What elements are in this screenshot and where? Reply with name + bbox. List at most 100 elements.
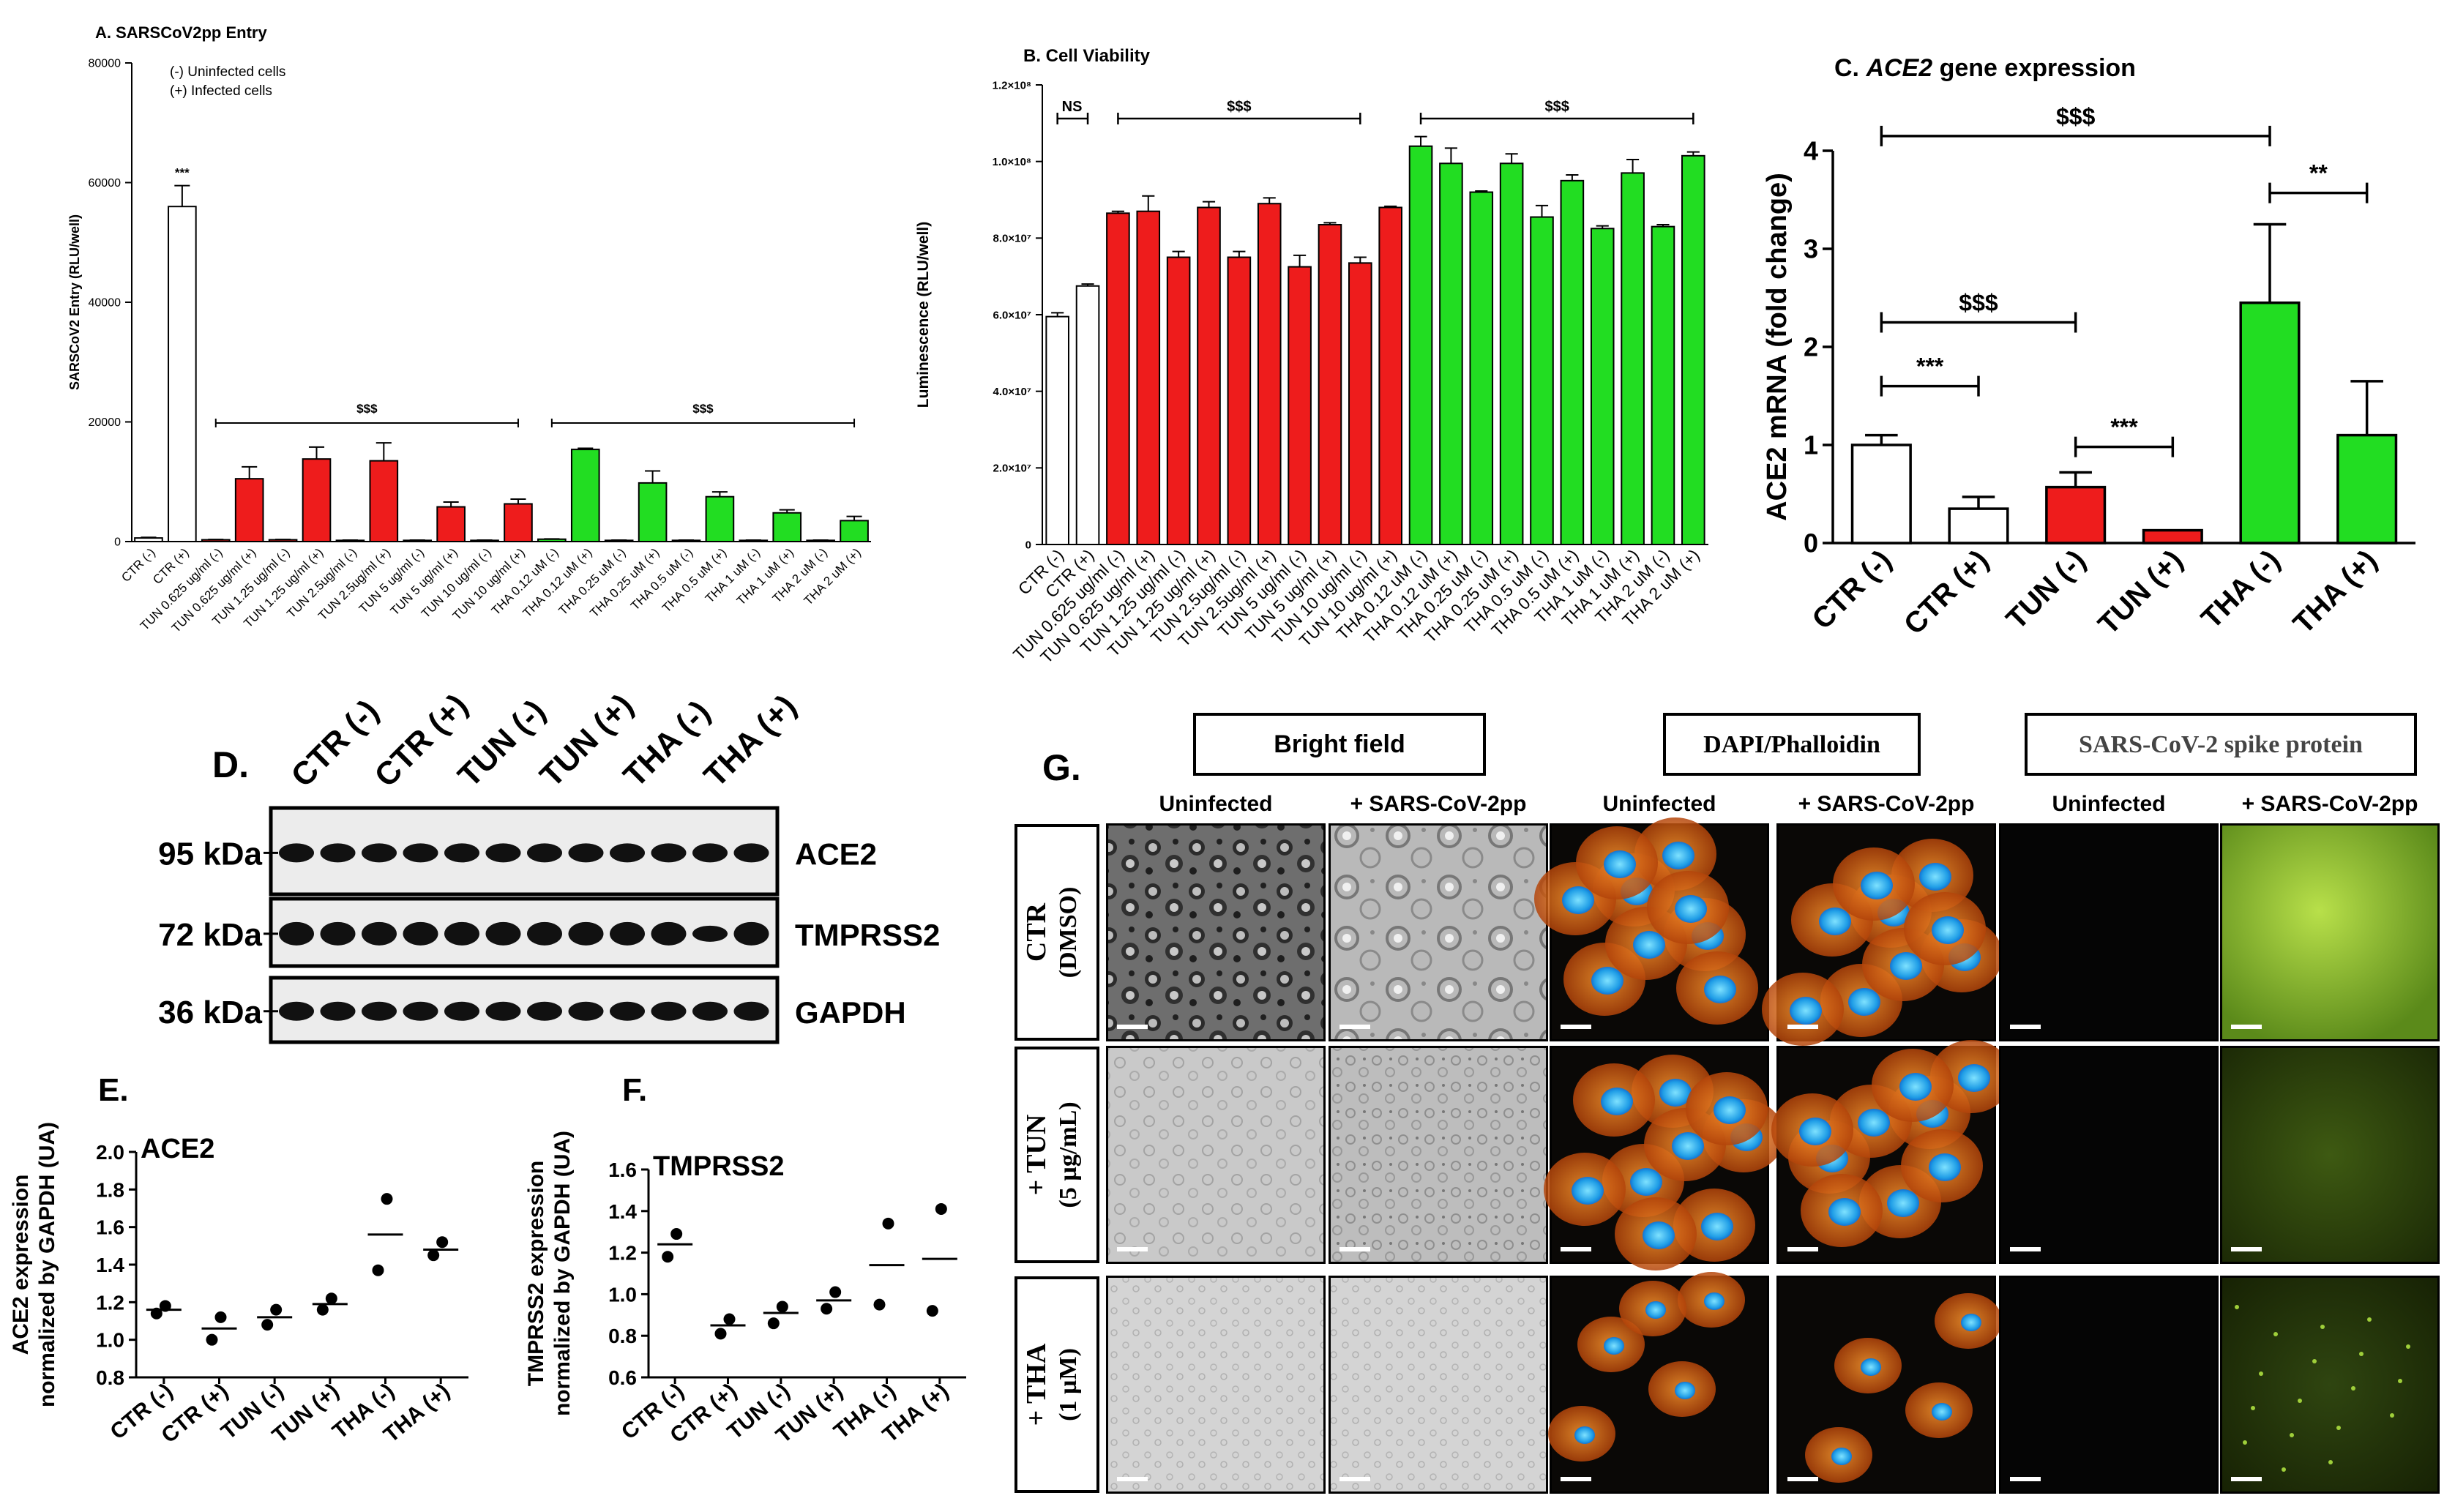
- chart-c: C. ACE2 gene expression ACE2 mRNA (fold c…: [1762, 54, 2415, 641]
- lane-label: CTR (+): [367, 687, 474, 794]
- scale-bar: [1339, 1477, 1370, 1481]
- microscopy-image: [2222, 826, 2437, 1039]
- protein-band: [444, 921, 479, 946]
- nucleus-stain: [1630, 1168, 1662, 1196]
- protein-band: [403, 1001, 438, 1021]
- scale-bar: [1117, 1025, 1148, 1029]
- protein-label: GAPDH: [795, 995, 906, 1030]
- x-tick-label: TUN (-): [2000, 544, 2092, 635]
- bar: [570, 449, 600, 542]
- fluorescent-puncta: [2390, 1413, 2394, 1418]
- kda-label: 72 kDa: [158, 917, 262, 953]
- chart-title: TMPRSS2: [653, 1151, 784, 1182]
- fluorescent-puncta: [2351, 1386, 2355, 1391]
- western-blot-panel: D. CTR (-)CTR (+)TUN (-)TUN (+)THA (-)TH…: [158, 687, 940, 1044]
- scale-bar: [1787, 1477, 1818, 1481]
- protein-band: [485, 921, 521, 946]
- data-point: [270, 1303, 283, 1316]
- y-tick-label: 20000: [89, 416, 122, 429]
- microscopy-image: [2001, 1048, 2216, 1262]
- y-axis-label: SARSCoV2 Entry (RLU/well): [67, 214, 82, 390]
- bar: [1439, 162, 1463, 546]
- data-point: [261, 1319, 274, 1331]
- nucleus-stain: [1861, 872, 1893, 899]
- bar: [504, 503, 533, 542]
- protein-band: [362, 921, 397, 946]
- protein-band: [279, 843, 314, 863]
- data-point: [662, 1251, 674, 1263]
- bar: [604, 539, 634, 542]
- y-axis-label: ACE2 mRNA (fold change): [1762, 173, 1793, 521]
- y-tick-label: 60000: [89, 177, 122, 190]
- nucleus-stain: [1633, 931, 1665, 959]
- scale-bar: [2231, 1025, 2262, 1029]
- nucleus-stain: [1675, 895, 1707, 923]
- data-point: [159, 1300, 171, 1312]
- fluorescent-puncta: [2235, 1305, 2239, 1309]
- protein-band: [403, 921, 438, 946]
- protein-band: [651, 1001, 687, 1021]
- nucleus-stain: [1659, 1079, 1692, 1107]
- y-tick-label: 3: [1804, 234, 1818, 264]
- data-point: [325, 1292, 337, 1305]
- y-tick-label: 0.8: [608, 1325, 637, 1347]
- bar: [1850, 444, 1912, 544]
- data-point: [776, 1300, 788, 1313]
- protein-band: [692, 1001, 728, 1021]
- data-point: [316, 1303, 329, 1316]
- column-subheader: Uninfected: [1602, 792, 1716, 816]
- bar: [2239, 301, 2301, 544]
- nucleus-stain: [1919, 863, 1951, 891]
- y-axis-label: Luminescence (RLU/well): [915, 222, 932, 408]
- bar: [268, 539, 298, 542]
- bar: [1651, 225, 1675, 545]
- panel-g-label: G.: [1042, 747, 1081, 788]
- y-tick-label: 6.0×10⁷: [993, 309, 1032, 321]
- protein-band: [610, 921, 645, 946]
- data-point: [935, 1202, 947, 1215]
- bar: [1166, 256, 1191, 545]
- chart-title: C. ACE2 gene expression: [1834, 54, 2136, 82]
- y-tick-label: 0: [1804, 528, 1818, 558]
- nucleus-stain: [1858, 1109, 1890, 1137]
- bar: [1499, 162, 1524, 546]
- protein-band: [733, 921, 769, 946]
- bar: [1408, 145, 1433, 545]
- significance-label: $$$: [1544, 99, 1569, 115]
- y-tick-label: 1.6: [96, 1216, 124, 1239]
- kda-label: 95 kDa: [158, 836, 262, 872]
- row-label-line2: (DMSO): [1055, 887, 1082, 978]
- row-label-line2: (1 µM): [1055, 1348, 1082, 1421]
- scale-bar: [1339, 1247, 1370, 1251]
- bar: [201, 539, 231, 542]
- bar: [2142, 528, 2203, 544]
- scale-bar: [1117, 1477, 1148, 1481]
- row-label-box: [1014, 824, 1099, 1041]
- x-tick-label: THA (+): [2287, 544, 2383, 640]
- y-tick-label: 0: [1025, 539, 1031, 551]
- protein-band: [444, 843, 479, 863]
- x-tick-label: CTR (+): [1898, 544, 1995, 640]
- microscopy-image: [2001, 1278, 2216, 1492]
- panel-d-label: D.: [212, 744, 249, 785]
- nucleus-stain: [1831, 1448, 1852, 1465]
- data-point: [767, 1317, 780, 1330]
- x-tick-label: CTR (-): [1806, 544, 1897, 635]
- nucleus-stain: [1701, 1213, 1733, 1240]
- fluorescent-puncta: [2406, 1344, 2410, 1349]
- y-tick-label: 40000: [89, 297, 122, 310]
- bar: [1348, 262, 1372, 545]
- data-point: [670, 1228, 683, 1240]
- fluorescent-puncta: [2320, 1325, 2325, 1329]
- protein-band: [527, 921, 562, 946]
- nucleus-stain: [1819, 907, 1851, 935]
- column-header: DAPI/Phalloidin: [1703, 731, 1880, 758]
- nucleus-stain: [1714, 1096, 1746, 1124]
- imaging-panel: G. Bright field DAPI/Phalloidin SARS-CoV-2…: [1014, 713, 2440, 1494]
- scale-bar: [1561, 1247, 1591, 1251]
- nucleus-stain: [1799, 1118, 1831, 1145]
- protein-label: ACE2: [795, 837, 877, 871]
- column-subheader: Uninfected: [1159, 792, 1272, 816]
- nucleus-stain: [1601, 1088, 1633, 1115]
- nucleus-stain: [1662, 842, 1694, 869]
